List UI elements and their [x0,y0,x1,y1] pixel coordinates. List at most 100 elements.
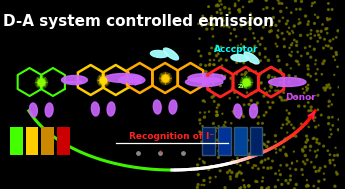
Point [247,27,253,30]
Point [234,162,240,165]
Ellipse shape [119,75,145,84]
Point [197,130,203,133]
Point [207,63,213,66]
Point [200,76,206,79]
Point [314,141,319,144]
Point [263,56,268,59]
Point [200,125,205,128]
Point [313,156,319,159]
Point [304,89,309,92]
Point [202,139,207,142]
Point [292,39,297,42]
Point [294,160,300,163]
Point [215,139,220,142]
Point [287,46,292,49]
Point [229,87,235,90]
Point [334,36,339,39]
Point [210,74,216,77]
Point [223,69,228,72]
Point [200,15,206,18]
Point [239,158,245,161]
Point [39,81,44,84]
Point [278,70,284,73]
Point [219,74,225,77]
Point [289,42,295,45]
Point [314,154,319,157]
Point [309,4,315,7]
Point [282,99,287,102]
Point [257,43,263,46]
Point [315,68,321,71]
Point [233,2,238,5]
Point [283,153,288,156]
Point [217,141,222,144]
Point [277,2,282,5]
Point [308,145,313,148]
Point [289,123,294,126]
Point [217,0,223,2]
Point [272,76,278,79]
Point [229,171,235,174]
Point [278,173,283,176]
Point [196,173,201,176]
Point [279,32,285,35]
Point [209,27,215,30]
Point [327,86,333,89]
Point [326,8,331,11]
Point [247,20,252,23]
Point [269,76,275,79]
Point [305,23,310,26]
Point [289,29,295,33]
Point [237,117,242,120]
Point [228,32,234,35]
Point [300,173,305,176]
Point [321,172,327,175]
Point [223,126,228,129]
Point [207,180,213,184]
Point [270,101,276,104]
Point [275,179,281,182]
Point [304,135,309,138]
Point [247,27,253,30]
Point [294,40,299,43]
Point [284,122,289,125]
Point [320,62,326,65]
Point [311,185,317,188]
Point [39,81,44,84]
Point [238,43,244,46]
Point [278,10,284,13]
Point [271,16,276,19]
Point [276,169,282,172]
Point [216,149,221,152]
Point [279,127,284,130]
Point [335,29,341,32]
Point [273,42,278,45]
Point [295,60,300,63]
Point [218,25,224,28]
Point [327,39,333,42]
Point [266,59,271,62]
Point [195,168,200,171]
Point [316,169,322,172]
Point [208,84,214,88]
Point [334,173,340,176]
Point [256,138,262,141]
Point [227,97,233,100]
Point [239,20,244,23]
Point [323,88,328,91]
Point [277,68,283,71]
FancyBboxPatch shape [26,127,38,155]
Point [273,134,278,137]
Point [322,38,327,41]
Point [253,70,259,73]
Text: D-A system controlled emission: D-A system controlled emission [3,14,274,29]
Point [294,44,299,47]
Point [259,180,265,183]
Point [235,137,240,140]
Point [313,59,318,62]
Point [232,4,238,7]
Point [269,21,275,24]
Point [202,138,207,141]
Point [199,25,205,28]
Point [298,34,303,37]
